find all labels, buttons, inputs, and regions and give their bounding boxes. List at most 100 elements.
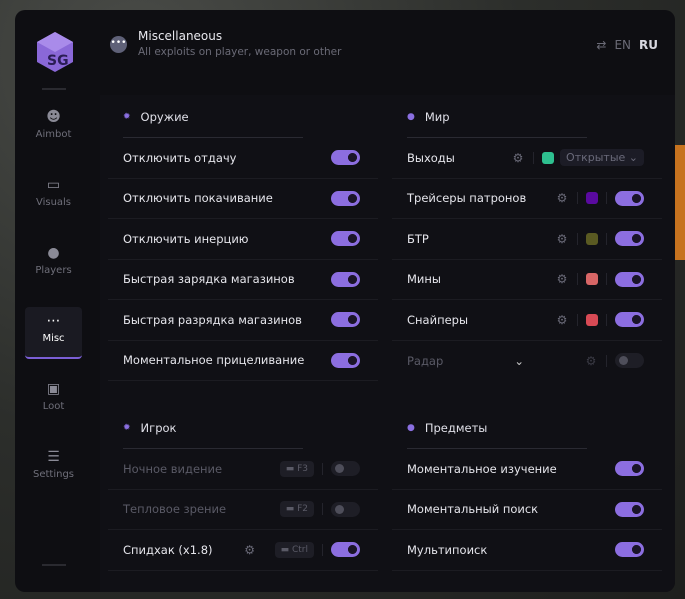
toggle[interactable]: [331, 271, 360, 287]
setting-label: Мины: [407, 272, 441, 287]
gear-icon[interactable]: ⚙: [556, 312, 568, 327]
setting-row: Спидхак (x1.8) ⚙ ▬ Ctrl: [108, 530, 378, 571]
sidebar-item-settings[interactable]: ☰ Settings: [25, 443, 82, 495]
keybind-button[interactable]: ▬ F3: [279, 460, 314, 477]
gear-icon[interactable]: ⚙: [244, 542, 255, 557]
setting-label: Быстрая разрядка магазинов: [123, 312, 302, 327]
toggle[interactable]: [615, 353, 644, 369]
color-swatch[interactable]: [542, 151, 555, 164]
toggle[interactable]: [331, 542, 360, 558]
setting-label: Моментальное прицеливание: [123, 353, 305, 368]
alien-icon: ☻: [46, 109, 61, 125]
toggle[interactable]: [615, 231, 644, 247]
setting-label: Выходы: [407, 150, 455, 165]
setting-label: Моментальное изучение: [407, 461, 557, 476]
logo: SG: [37, 32, 73, 72]
keybind-button[interactable]: ▬ Ctrl: [274, 541, 314, 558]
color-swatch[interactable]: [586, 232, 598, 245]
ghost-icon: ●: [407, 112, 415, 122]
section-player: ✹ Игрок Ночное видение ▬ F3 Тепловое зрение…: [108, 408, 378, 571]
setting-row-radar: Радар ⌄ ⚙: [392, 341, 662, 382]
gear-icon[interactable]: ⚙: [556, 272, 568, 287]
toggle[interactable]: [331, 352, 360, 368]
setting-label: БТР: [407, 231, 429, 246]
sidebar-label: Settings: [32, 469, 74, 480]
setting-row: Отключить покачивание: [108, 179, 378, 219]
setting-label: Снайперы: [407, 312, 469, 327]
setting-label: Быстрая зарядка магазинов: [123, 272, 295, 287]
setting-row: Мины ⚙: [392, 260, 662, 300]
toggle[interactable]: [331, 150, 360, 166]
toggle[interactable]: [615, 461, 644, 477]
section-items: ● Предметы Моментальное изучение Моменталь…: [392, 408, 662, 571]
translate-icon: ⇄: [596, 38, 607, 52]
setting-row: Ночное видение ▬ F3: [108, 449, 378, 490]
language-switcher: ⇄ EN RU: [596, 38, 658, 52]
section-title: Мир: [424, 110, 450, 124]
setting-label: Тепловое зрение: [123, 502, 227, 517]
setting-row: Отключить отдачу: [108, 138, 378, 179]
setting-row: Моментальное изучение: [392, 449, 662, 490]
divider: [407, 137, 587, 138]
page-title: Miscellaneous: [138, 29, 223, 43]
dots-icon: •••: [110, 36, 127, 53]
gear-icon[interactable]: ⚙: [556, 231, 568, 246]
divider: [42, 88, 66, 90]
sidebar-label: Aimbot: [35, 129, 72, 140]
sidebar-item-misc[interactable]: ⋯ Misc: [25, 307, 82, 359]
setting-label: Радар: [407, 353, 444, 368]
setting-row: Снайперы ⚙: [392, 300, 662, 341]
sidebar-item-visuals[interactable]: ▭ Visuals: [25, 171, 82, 223]
gear-icon[interactable]: ⚙: [585, 353, 597, 368]
toggle[interactable]: [615, 271, 644, 287]
toggle[interactable]: [331, 312, 360, 328]
toggle[interactable]: [615, 190, 644, 206]
sidebar-item-players[interactable]: ● Players: [25, 239, 82, 291]
ghost-icon: ●: [407, 423, 415, 433]
content-panel: ✹ Оружие Отключить отдачу Отключить покачи…: [100, 95, 675, 592]
setting-row: Моментальное прицеливание: [108, 341, 378, 381]
lang-en[interactable]: EN: [614, 38, 632, 52]
setting-row: Быстрая зарядка магазинов: [108, 260, 378, 300]
color-swatch[interactable]: [586, 192, 598, 205]
lang-ru[interactable]: RU: [639, 38, 658, 52]
gear-icon: ✹: [123, 112, 131, 122]
chevron-down-icon[interactable]: ⌄: [514, 353, 524, 368]
toggle[interactable]: [615, 501, 644, 517]
gear-icon[interactable]: ⚙: [556, 191, 568, 206]
keybind-label: Ctrl: [291, 544, 308, 555]
app-window: SG ☻ Aimbot ▭ Visuals ● Players ⋯ Misc ▣ Loot…: [15, 10, 675, 592]
section-weapon: ✹ Оружие Отключить отдачу Отключить покачи…: [108, 97, 378, 381]
section-title: Игрок: [140, 421, 177, 435]
sidebar-item-aimbot[interactable]: ☻ Aimbot: [25, 103, 82, 155]
sidebar: SG ☻ Aimbot ▭ Visuals ● Players ⋯ Misc ▣ Loot…: [15, 10, 100, 592]
setting-row: Мультипоиск: [392, 530, 662, 571]
page-subtitle: All exploits on player, weapon or other: [138, 46, 342, 58]
sidebar-label: Loot: [42, 401, 65, 412]
toggle[interactable]: [331, 501, 360, 517]
keybind-label: F3: [297, 463, 308, 474]
exits-select[interactable]: Открытые ⌄: [560, 149, 644, 167]
section-title: Оружие: [140, 110, 189, 124]
color-swatch[interactable]: [586, 313, 598, 326]
toggle[interactable]: [331, 461, 360, 477]
color-swatch[interactable]: [586, 273, 598, 286]
setting-row-exits: Выходы ⚙ Открытые ⌄: [392, 138, 662, 179]
select-value: Открытые: [566, 151, 626, 165]
gear-icon: ✹: [123, 423, 131, 433]
keybind-button[interactable]: ▬ F2: [279, 501, 314, 518]
toggle[interactable]: [331, 231, 360, 247]
section-world: ● Мир Выходы ⚙ Открытые ⌄ Трейсеры патронов…: [392, 97, 662, 381]
toggle[interactable]: [615, 312, 644, 328]
toggle[interactable]: [331, 190, 360, 206]
sidebar-item-loot[interactable]: ▣ Loot: [25, 375, 82, 427]
chevron-down-icon: ⌄: [628, 151, 638, 165]
toggle[interactable]: [615, 542, 644, 558]
sidebar-label: Visuals: [35, 197, 72, 208]
setting-row: Быстрая разрядка магазинов: [108, 300, 378, 341]
setting-label: Отключить отдачу: [123, 150, 237, 165]
setting-label: Ночное видение: [123, 461, 223, 476]
divider: [123, 448, 303, 449]
dots-icon: ⋯: [46, 313, 61, 329]
gear-icon[interactable]: ⚙: [512, 150, 524, 165]
